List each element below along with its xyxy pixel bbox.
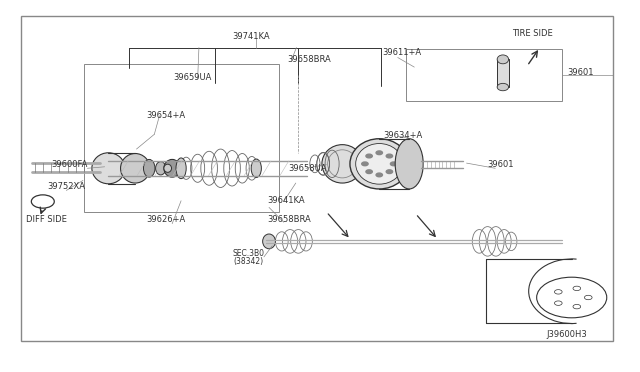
Ellipse shape [164,160,180,177]
Text: 39659UA: 39659UA [173,73,212,81]
Text: 39658BRA: 39658BRA [268,215,312,224]
Text: 39658BRA: 39658BRA [287,55,331,64]
Bar [20,16,613,341]
Ellipse shape [143,160,155,177]
Ellipse shape [322,145,363,183]
Ellipse shape [262,234,275,249]
Circle shape [376,173,383,177]
Circle shape [386,154,392,158]
Text: 39626+A: 39626+A [147,215,186,224]
Circle shape [366,170,372,173]
Bar [497,60,509,87]
Ellipse shape [176,158,186,179]
Circle shape [362,162,368,166]
Circle shape [390,162,397,166]
Ellipse shape [356,144,403,184]
Text: 39634+A: 39634+A [384,131,423,140]
Ellipse shape [251,159,261,177]
Text: TIRE SIDE: TIRE SIDE [513,29,553,38]
Ellipse shape [497,55,509,64]
Circle shape [584,295,592,300]
Text: 39601: 39601 [567,68,594,77]
Circle shape [376,151,383,155]
Circle shape [554,290,562,294]
Ellipse shape [164,164,172,172]
Ellipse shape [156,161,166,175]
Text: DIFF SIDE: DIFF SIDE [26,215,67,224]
Text: J39600H3: J39600H3 [546,330,587,339]
Text: 39658UA: 39658UA [288,164,326,173]
Ellipse shape [350,139,408,189]
Bar [406,49,562,101]
Text: 39601: 39601 [487,160,513,169]
Text: 39654+A: 39654+A [147,110,186,120]
Ellipse shape [92,153,125,184]
Text: SEC.3B0: SEC.3B0 [232,249,264,258]
Text: (38342): (38342) [234,257,264,266]
Text: 39600FA: 39600FA [51,160,88,169]
Ellipse shape [497,83,509,91]
Ellipse shape [120,154,150,183]
Text: 39641KA: 39641KA [268,196,305,205]
Circle shape [554,301,562,305]
Circle shape [366,154,372,158]
Circle shape [573,286,580,291]
Circle shape [386,170,392,173]
Text: 39611+A: 39611+A [383,48,422,57]
Text: 39752XA: 39752XA [47,182,85,191]
Bar [84,64,278,212]
Circle shape [573,304,580,309]
Text: 39741KA: 39741KA [232,32,269,41]
Ellipse shape [395,139,423,189]
